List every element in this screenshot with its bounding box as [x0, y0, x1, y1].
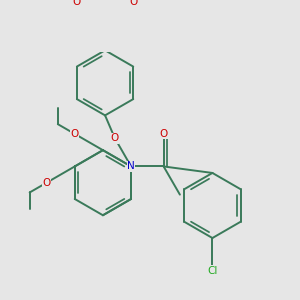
- Text: O: O: [111, 133, 119, 143]
- Text: O: O: [129, 0, 137, 7]
- Text: Cl: Cl: [207, 266, 218, 275]
- Text: O: O: [70, 129, 79, 139]
- Text: O: O: [160, 129, 168, 139]
- Text: N: N: [127, 161, 135, 171]
- Text: O: O: [73, 0, 81, 7]
- Text: O: O: [42, 178, 51, 188]
